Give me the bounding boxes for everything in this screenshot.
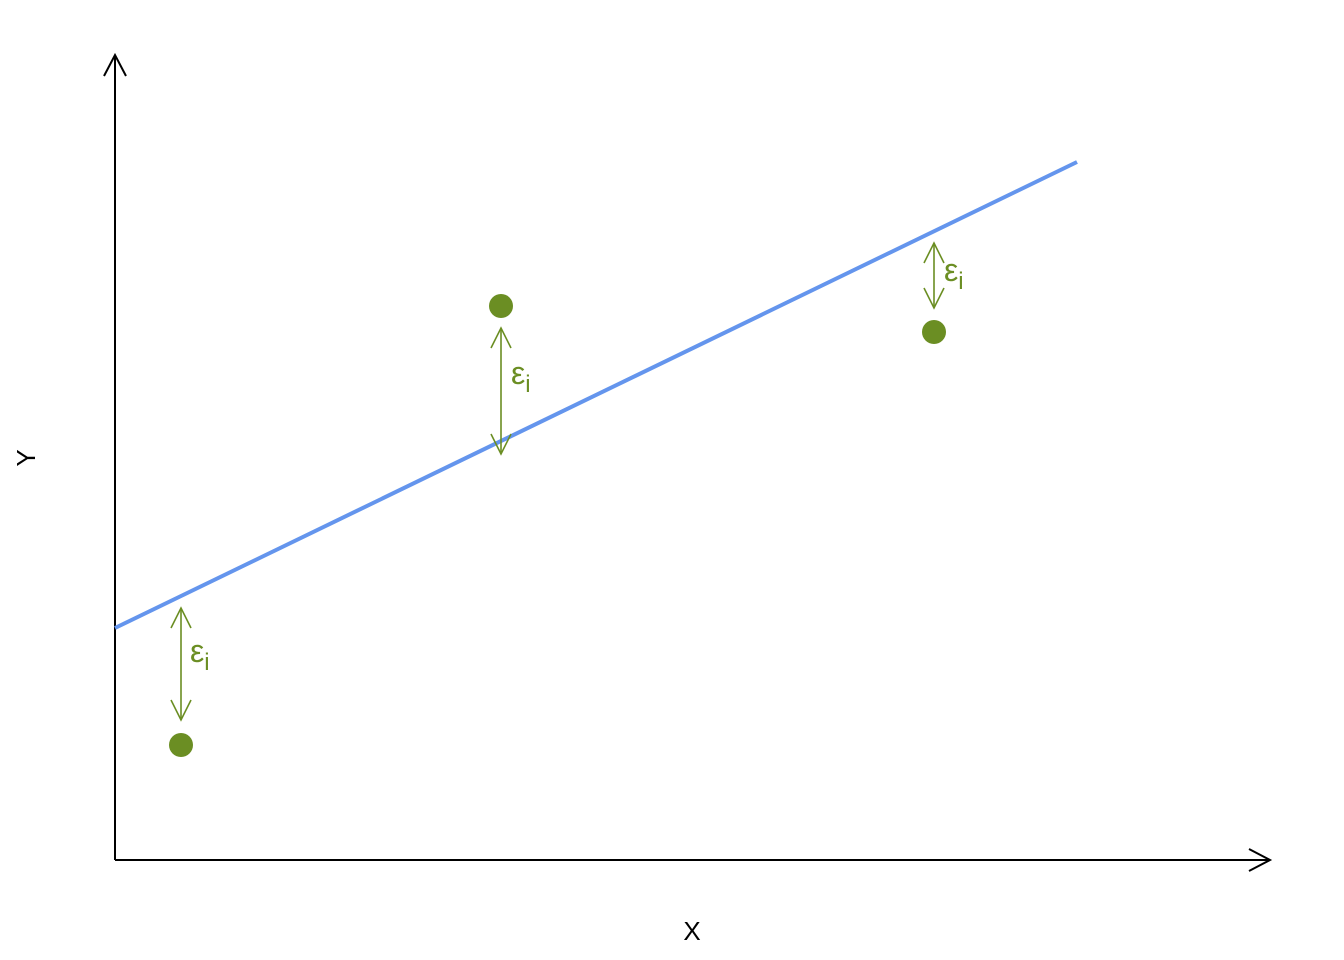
- residual: εi: [489, 294, 531, 456]
- y-axis-arrowhead: [103, 52, 127, 77]
- arrowhead: [170, 606, 192, 629]
- residual-label: εi: [944, 252, 964, 295]
- arrowhead: [923, 287, 945, 310]
- arrowhead: [923, 241, 945, 264]
- arrowhead: [170, 699, 192, 722]
- residual: εi: [169, 606, 210, 757]
- residual-symbol: ε: [511, 355, 525, 391]
- arrowhead: [490, 326, 512, 349]
- residual-label: εi: [511, 355, 531, 398]
- residual: εi: [922, 241, 964, 344]
- residual-label: εi: [190, 633, 210, 676]
- arrowhead: [490, 433, 512, 456]
- y-axis-label: Y: [11, 449, 41, 466]
- residual-symbol: ε: [944, 252, 958, 288]
- data-point: [922, 320, 946, 344]
- residual-subscript: i: [204, 649, 209, 676]
- residual-symbol: ε: [190, 633, 204, 669]
- data-point: [489, 294, 513, 318]
- residual-subscript: i: [525, 371, 530, 398]
- x-axis-label: X: [683, 916, 700, 946]
- data-point: [169, 733, 193, 757]
- residual-subscript: i: [958, 268, 963, 295]
- regression-line: [114, 160, 1078, 630]
- x-axis-arrowhead: [1248, 848, 1273, 872]
